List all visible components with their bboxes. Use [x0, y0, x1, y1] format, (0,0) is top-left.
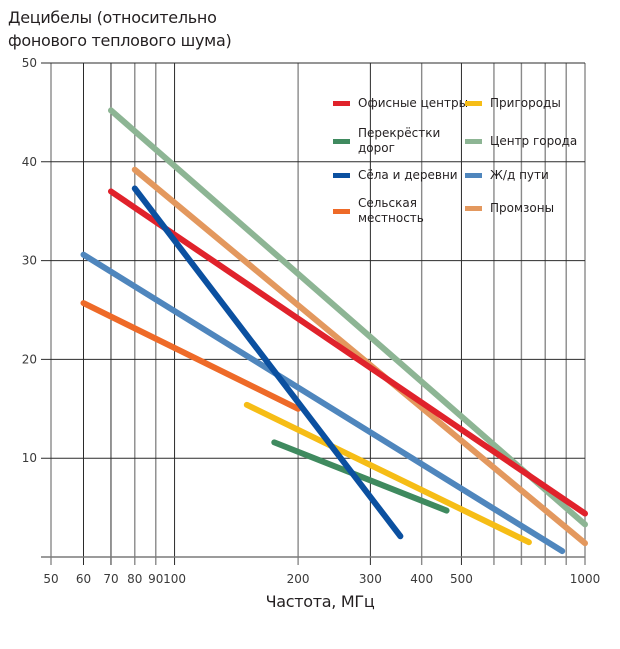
legend-item: Сельская местность — [333, 196, 424, 226]
chart-title: Децибелы (относительно фонового тепловог… — [8, 6, 232, 52]
legend-label: Сёла и деревни — [358, 168, 458, 183]
series-line — [243, 401, 532, 546]
y-axis: 10 20 30 40 50 — [22, 56, 37, 465]
legend-swatch — [333, 101, 350, 106]
legend-item: Офисные центры — [333, 96, 468, 111]
legend-label: Сельская местность — [358, 196, 424, 226]
legend-item: Ж/д пути — [465, 168, 549, 183]
legend-label-line: местность — [358, 211, 424, 225]
x-tick-label: 500 — [450, 572, 473, 586]
legend-label: Промзоны — [490, 201, 554, 216]
series-line — [107, 107, 588, 528]
legend-label: Пригороды — [490, 96, 561, 111]
y-tick-label: 40 — [22, 155, 37, 169]
legend-label-line: Сёла и деревни — [358, 168, 458, 182]
legend-label: Ж/д пути — [490, 168, 549, 183]
legend-item: Пригороды — [465, 96, 561, 111]
series-line — [80, 300, 302, 412]
legend-swatch — [465, 173, 482, 178]
x-tick-label: 90 — [148, 572, 163, 586]
series-line — [80, 251, 566, 555]
legend-label-line: Офисные центры — [358, 96, 469, 110]
y-tick-label: 20 — [22, 352, 37, 366]
x-tick-label: 400 — [410, 572, 433, 586]
x-tick-label: 80 — [127, 572, 142, 586]
x-tick-label: 50 — [43, 572, 58, 586]
x-axis-label: Частота, МГц — [265, 592, 375, 611]
legend-label-line: Ж/д пути — [490, 168, 549, 182]
legend-item: Сёла и деревни — [333, 168, 458, 183]
legend-label-line: Перекрёстки — [358, 126, 441, 140]
legend-swatch — [333, 138, 350, 144]
legend-swatch — [333, 173, 350, 178]
legend-item: Перекрёстки дорог — [333, 126, 440, 156]
legend-label-line: дорог — [358, 141, 395, 155]
legend-swatch — [333, 208, 350, 214]
legend-item: Промзоны — [465, 201, 554, 216]
x-tick-label: 60 — [76, 572, 91, 586]
x-tick-label: 300 — [359, 572, 382, 586]
y-tick-label: 10 — [22, 451, 37, 465]
series-line — [131, 185, 404, 540]
legend-label-line: Пригороды — [490, 96, 561, 110]
legend-label-line: Центр города — [490, 134, 578, 148]
legend-item: Центр города — [465, 134, 577, 149]
legend-label-line: Промзоны — [490, 201, 555, 215]
series-line — [131, 166, 588, 547]
legend-label: Офисные центры — [358, 96, 468, 111]
series-line — [271, 439, 450, 514]
x-tick-label: 200 — [287, 572, 310, 586]
x-axis: 50 60 70 80 90 100 200 300 400 500 1000 — [43, 572, 600, 586]
legend-swatch — [465, 139, 482, 144]
y-tick-label: 30 — [22, 254, 37, 268]
legend-swatch — [465, 206, 482, 211]
x-tick-label: 70 — [103, 572, 118, 586]
x-tick-label: 100 — [163, 572, 186, 586]
series-line — [107, 188, 588, 517]
legend-label: Центр города — [490, 134, 577, 149]
y-tick-label: 50 — [22, 56, 37, 70]
x-tick-label: 1000 — [570, 572, 601, 586]
series-lines — [80, 107, 588, 555]
legend-label-line: Сельская — [358, 196, 417, 210]
legend-swatch — [465, 101, 482, 106]
chart-title-line-1: Децибелы (относительно — [8, 8, 217, 27]
chart-title-line-2: фонового теплового шума) — [8, 31, 232, 50]
legend-label: Перекрёстки дорог — [358, 126, 440, 156]
